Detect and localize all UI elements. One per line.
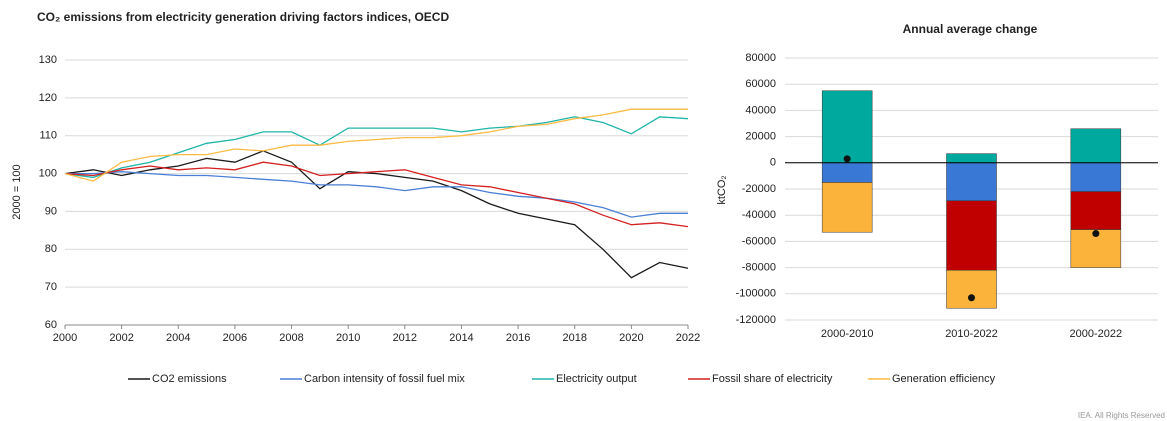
bar-segment	[1070, 229, 1122, 268]
dot	[1092, 230, 1100, 238]
bar-segment	[1070, 191, 1122, 230]
x-tick-label: 2006	[223, 332, 247, 344]
y-tick-label: 40000	[745, 104, 776, 116]
x-tick-label: 2008	[279, 332, 303, 344]
y-tick-label: 90	[45, 205, 57, 217]
y-tick-label: 100	[39, 167, 57, 179]
series-line	[64, 108, 688, 182]
series-line	[64, 150, 689, 279]
right-title: Annual average change	[903, 22, 1038, 36]
bar-segment	[946, 162, 997, 202]
y-tick-label: 80000	[745, 52, 776, 64]
bar-segment	[946, 269, 997, 309]
x-tick-label: 2010	[336, 332, 360, 344]
y-tick-label: 120	[39, 92, 57, 104]
x-tick-label: 2000	[53, 332, 77, 344]
x-tick-label: 2016	[506, 332, 530, 344]
bar-segment	[946, 153, 997, 164]
dot	[968, 294, 975, 302]
y-tick-label: -60000	[742, 235, 776, 247]
series-line	[65, 171, 688, 218]
y-tick-label: 20000	[745, 131, 776, 143]
x-tick-label: 2012	[393, 332, 417, 344]
left-title: CO₂ emissions from electricity generatio…	[37, 10, 449, 24]
y-tick-label: 80	[45, 243, 57, 255]
x-tick-label: 2022	[676, 332, 700, 344]
right-y-label: ktCO₂	[716, 175, 728, 204]
y-tick-label: 60000	[745, 78, 776, 90]
bar-segment	[946, 200, 997, 271]
x-tick-label: 2004	[166, 332, 190, 344]
y-tick-label: -80000	[742, 262, 776, 274]
x-tick-label: 2014	[449, 332, 473, 344]
x-tick-label: 2000-2010	[821, 328, 874, 340]
legend-label: Carbon intensity of fossil fuel mix	[304, 373, 465, 385]
y-tick-label: -20000	[742, 183, 776, 195]
bar-segment	[1070, 128, 1122, 164]
y-tick-label: 130	[39, 54, 57, 66]
bar-segment	[821, 90, 873, 164]
footer: IEA. All Rights Reserved	[1078, 411, 1165, 420]
dot	[843, 155, 851, 163]
y-tick-label: 0	[770, 157, 776, 169]
left-y-label: 2000 = 100	[11, 164, 23, 219]
legend-label: CO2 emissions	[152, 373, 227, 385]
y-tick-label: -100000	[736, 288, 776, 300]
y-tick-label: -120000	[736, 314, 776, 326]
y-tick-label: 110	[39, 130, 57, 142]
series-line	[64, 116, 689, 179]
y-tick-label: -40000	[742, 209, 776, 221]
bar-segment	[1070, 162, 1122, 192]
bar-segment	[821, 162, 873, 183]
x-tick-label: 2020	[619, 332, 643, 344]
legend-label: Generation efficiency	[892, 373, 996, 385]
x-tick-label: 2018	[562, 332, 586, 344]
x-tick-label: 2002	[109, 332, 133, 344]
x-tick-label: 2010-2022	[945, 328, 998, 340]
legend-label: Fossil share of electricity	[712, 373, 833, 385]
bar-segment	[821, 182, 873, 233]
legend-label: Electricity output	[556, 373, 637, 385]
y-tick-label: 60	[45, 319, 57, 331]
y-tick-label: 70	[45, 281, 57, 293]
series-line	[64, 161, 689, 228]
x-tick-label: 2000-2022	[1070, 328, 1123, 340]
